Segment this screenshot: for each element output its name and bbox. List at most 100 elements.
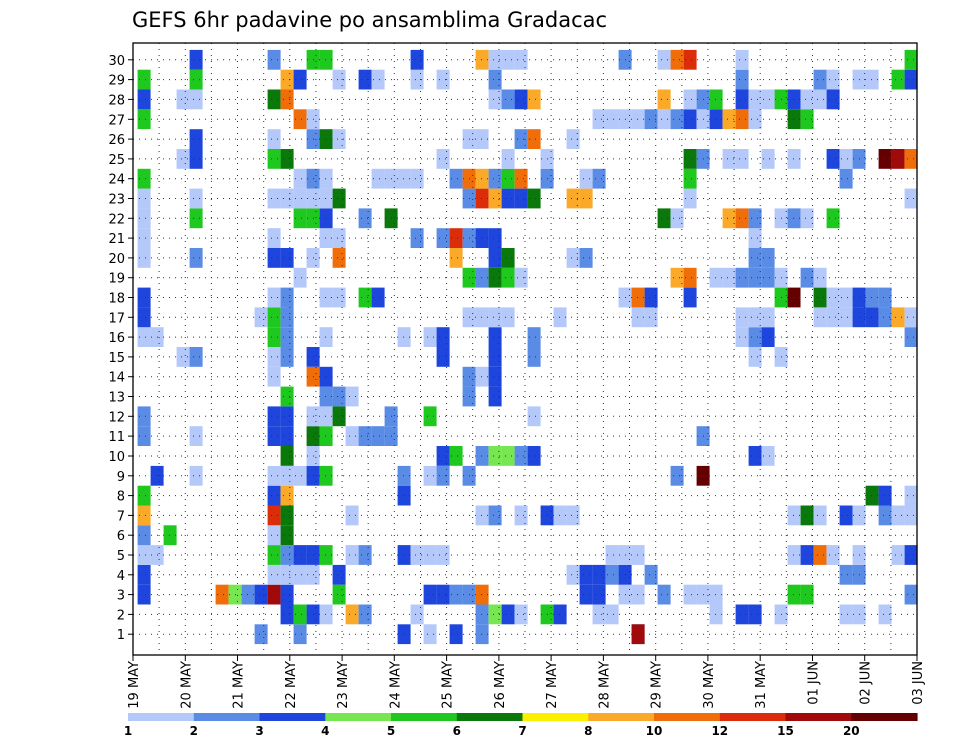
- heatmap-cell: [709, 604, 723, 625]
- heatmap-cell: [514, 168, 528, 189]
- heatmap-cell: [436, 446, 450, 466]
- x-tick-label: 29 MAY: [650, 661, 665, 709]
- heatmap-cell: [787, 505, 801, 526]
- heatmap-cell: [514, 89, 528, 110]
- chart-title: GEFS 6hr padavine po ansamblima Gradacac: [132, 8, 607, 32]
- heatmap-cell: [410, 49, 424, 70]
- y-tick-label: 19: [108, 272, 125, 287]
- heatmap-cell: [735, 208, 749, 229]
- heatmap-cell: [267, 188, 281, 209]
- heatmap-cell: [878, 604, 892, 625]
- heatmap-cell: [137, 208, 151, 229]
- heatmap-cell: [748, 604, 762, 625]
- heatmap-cell: [475, 49, 489, 70]
- legend-label: 2: [190, 724, 198, 738]
- heatmap-cell: [397, 624, 411, 645]
- x-tick-label: 02 JUN: [859, 661, 874, 705]
- heatmap-cell: [189, 129, 203, 149]
- heatmap-cell: [319, 327, 333, 347]
- heatmap-cell: [891, 69, 905, 90]
- plot-frame: [132, 42, 918, 656]
- heatmap-cell: [813, 69, 827, 90]
- heatmap-cell: [904, 69, 918, 90]
- y-tick-label: 10: [108, 450, 125, 465]
- heatmap-cell: [501, 446, 515, 466]
- heatmap-cell: [839, 505, 853, 526]
- heatmap-cell: [319, 545, 333, 565]
- heatmap-cell: [189, 426, 203, 446]
- y-tick-label: 13: [108, 391, 125, 406]
- heatmap-cell: [514, 267, 528, 288]
- heatmap-cell: [176, 347, 190, 367]
- heatmap-cell: [488, 188, 502, 209]
- heatmap-cell: [280, 584, 294, 605]
- heatmap-cell: [501, 307, 515, 328]
- heatmap-cell: [137, 505, 151, 526]
- heatmap-cell: [332, 287, 346, 308]
- heatmap-cell: [566, 564, 580, 585]
- heatmap-cell: [345, 505, 359, 526]
- heatmap-cell: [878, 149, 892, 169]
- heatmap-cell: [397, 465, 411, 486]
- heatmap-cell: [800, 267, 814, 288]
- heatmap-cell: [670, 49, 684, 70]
- heatmap-cell: [267, 366, 281, 387]
- y-tick-label: 12: [108, 410, 125, 425]
- x-tick-label: 24 MAY: [388, 661, 403, 709]
- heatmap-cell: [475, 168, 489, 189]
- heatmap-cell: [735, 149, 749, 169]
- heatmap-cell: [761, 248, 775, 268]
- heatmap-cell: [904, 584, 918, 605]
- heatmap-cell: [787, 208, 801, 229]
- heatmap-cell: [644, 109, 658, 130]
- heatmap-cell: [657, 584, 671, 605]
- heatmap-cell: [397, 327, 411, 347]
- heatmap-cell: [137, 426, 151, 446]
- y-tick-label: 11: [108, 430, 125, 445]
- legend-swatch: [325, 713, 392, 721]
- heatmap-cell: [904, 149, 918, 169]
- heatmap-cell: [514, 505, 528, 526]
- heatmap-cell: [735, 267, 749, 288]
- heatmap-cell: [683, 584, 697, 605]
- legend-swatch: [193, 713, 261, 721]
- heatmap-cell: [280, 485, 294, 506]
- heatmap-cell: [319, 129, 333, 149]
- legend-label: 6: [453, 724, 461, 738]
- y-tick-label: 4: [117, 569, 125, 584]
- heatmap-cell: [488, 604, 502, 625]
- heatmap-cell: [735, 604, 749, 625]
- y-tick-label: 23: [108, 193, 125, 208]
- heatmap-cell: [137, 69, 151, 90]
- heatmap-cell: [358, 426, 372, 446]
- heatmap-cell: [371, 69, 385, 90]
- heatmap-cell: [631, 307, 645, 328]
- heatmap-cell: [813, 287, 827, 308]
- heatmap-cell: [748, 228, 762, 248]
- heatmap-cell: [280, 69, 294, 90]
- heatmap-cell: [436, 584, 450, 605]
- y-tick-label: 30: [108, 54, 125, 69]
- heatmap-cell: [839, 287, 853, 308]
- legend-swatch: [785, 713, 852, 721]
- x-tick-label: 03 JUN: [911, 661, 926, 705]
- heatmap-cell: [800, 89, 814, 110]
- heatmap-cell: [449, 446, 463, 466]
- heatmap-cell: [839, 604, 853, 625]
- legend-swatch: [654, 713, 721, 721]
- heatmap-cell: [189, 347, 203, 367]
- y-axis-ticks: 1234567891011121314151617181920212223242…: [108, 54, 133, 643]
- heatmap-cell: [332, 69, 346, 90]
- heatmap-cell: [579, 248, 593, 268]
- heatmap-cell: [904, 188, 918, 209]
- heatmap-cell: [527, 406, 541, 427]
- heatmap-cell: [813, 307, 827, 328]
- heatmap-cell: [683, 149, 697, 169]
- legend-label: 20: [843, 724, 860, 738]
- legend-label: 10: [646, 724, 663, 738]
- heatmap-cell: [592, 604, 606, 625]
- heatmap-cell: [475, 228, 489, 248]
- heatmap-cell: [527, 129, 541, 149]
- heatmap-cell: [267, 287, 281, 308]
